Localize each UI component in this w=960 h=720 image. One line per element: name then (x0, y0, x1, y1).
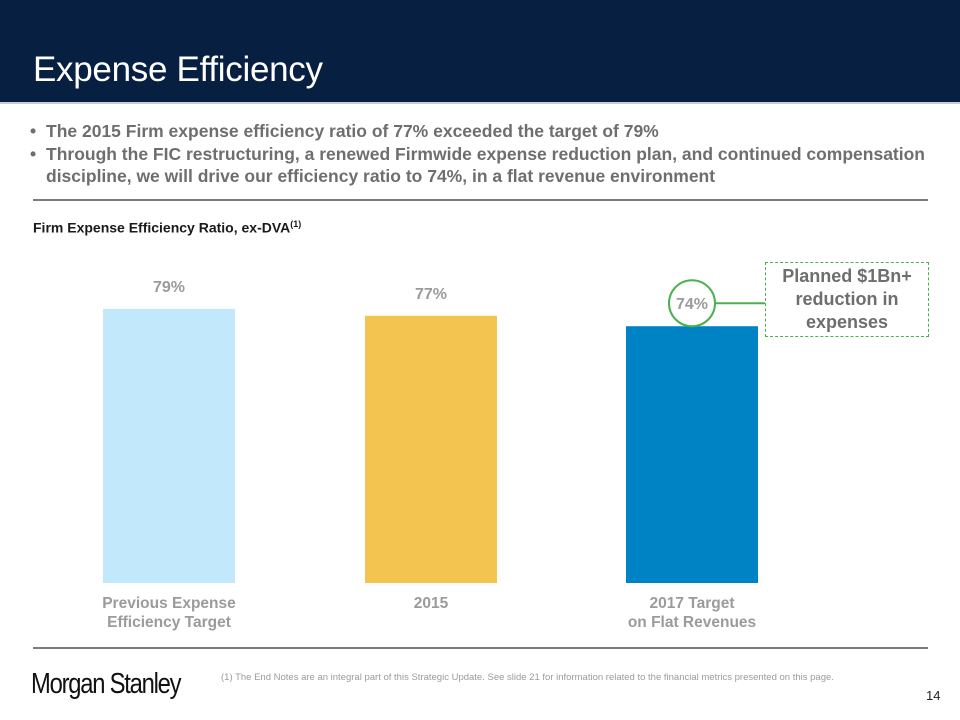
category-label: on Flat Revenues (628, 614, 756, 631)
footnote: (1) The End Notes are an integral part o… (221, 672, 834, 683)
bar-2 (626, 326, 758, 583)
header-bar: Expense Efficiency (0, 0, 960, 102)
footnote-marker: (1) (290, 219, 302, 229)
bullet-list: The 2015 Firm expense efficiency ratio o… (30, 120, 930, 188)
morgan-stanley-logo: Morgan Stanley (31, 668, 182, 700)
callout-line: expenses (805, 312, 889, 332)
data-label: 74% (676, 296, 708, 313)
chart-title: Firm Expense Efficiency Ratio, ex-DVA(1) (33, 219, 301, 236)
page-title: Expense Efficiency (33, 50, 323, 89)
bottom-divider (33, 647, 928, 649)
bar-1 (365, 315, 497, 583)
bar-0 (103, 308, 235, 583)
header-divider (0, 102, 960, 104)
bullet-item: Through the FIC restructuring, a renewed… (30, 143, 930, 188)
category-label: Efficiency Target (107, 614, 231, 631)
category-label: Previous Expense (102, 595, 236, 612)
category-label: 2015 (414, 595, 449, 612)
top-divider (33, 199, 928, 201)
callout-line: reduction in (795, 289, 899, 309)
callout-line: Planned $1Bn+ (782, 266, 912, 286)
bullet-item: The 2015 Firm expense efficiency ratio o… (30, 120, 930, 143)
data-label: 79% (153, 279, 185, 296)
category-label: 2017 Target (649, 595, 734, 612)
chart-title-text: Firm Expense Efficiency Ratio, ex-DVA (33, 219, 291, 236)
page-number: 14 (926, 688, 941, 703)
reduction-callout: Planned $1Bn+ reduction in expenses (765, 262, 929, 337)
data-label: 77% (415, 286, 447, 303)
